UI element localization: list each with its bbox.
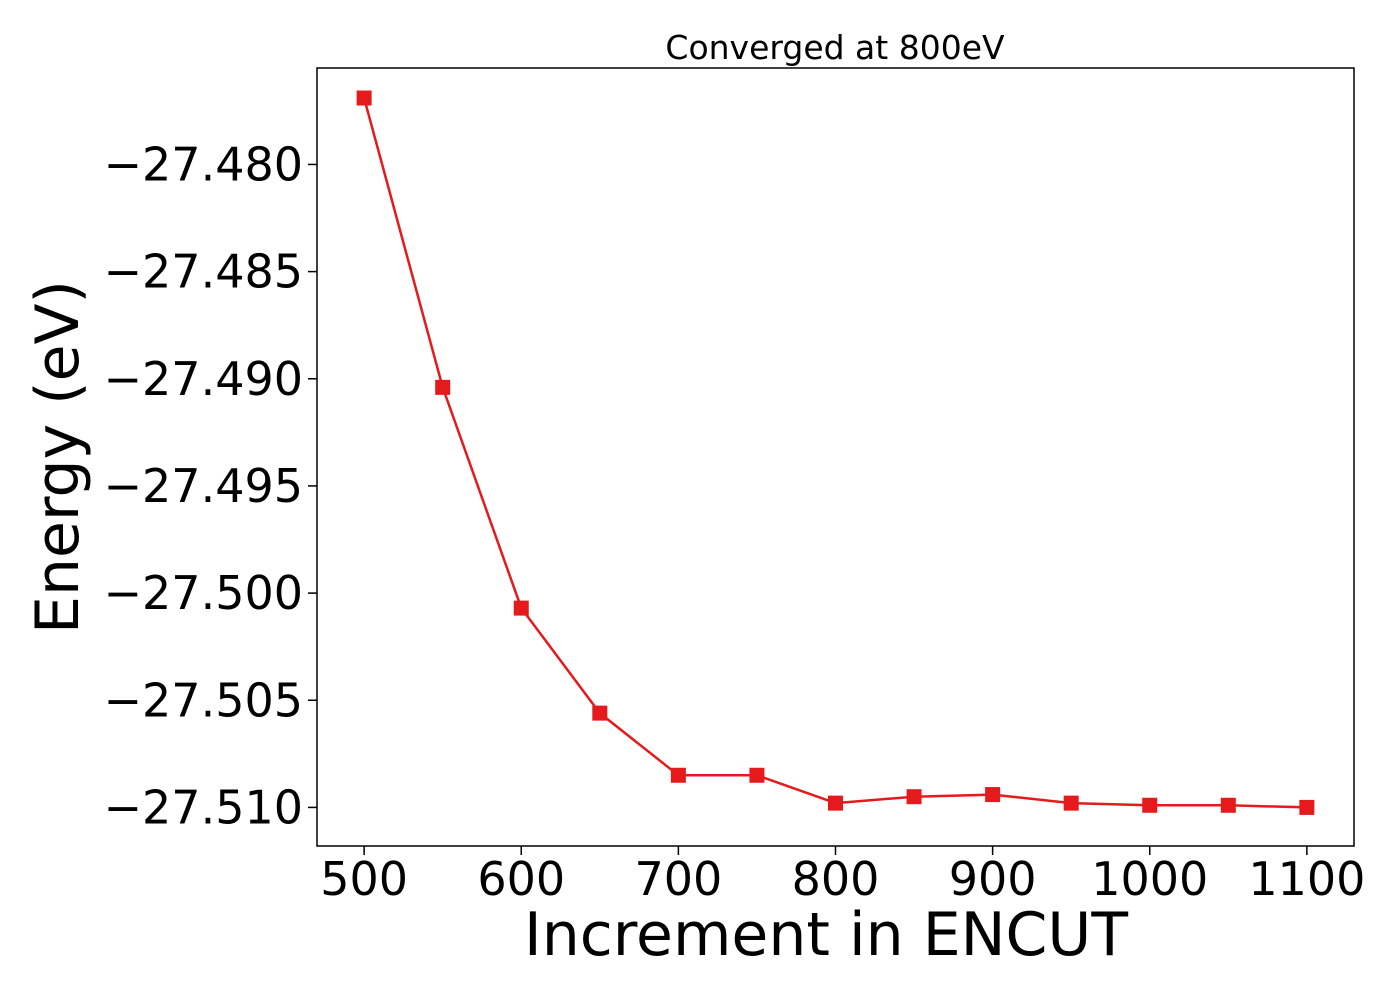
plot-area <box>356 90 1315 815</box>
x-tick-label: 600 <box>477 852 565 906</box>
y-tick-label: −27.490 <box>104 352 304 406</box>
x-tick-label: 1000 <box>1091 852 1208 906</box>
x-axis: 500 600 700 800 900 1000 1100 <box>320 846 1365 906</box>
data-point <box>435 379 451 395</box>
data-point <box>592 705 608 721</box>
x-tick-label: 700 <box>634 852 722 906</box>
y-tick-label: −27.505 <box>104 673 304 727</box>
data-point <box>1142 797 1158 813</box>
x-axis-label: Increment in ENCUT <box>524 900 1128 970</box>
data-point <box>906 789 922 805</box>
data-point <box>1220 797 1236 813</box>
data-point <box>670 767 686 783</box>
x-tick-label: 1100 <box>1248 852 1365 906</box>
data-point <box>749 767 765 783</box>
data-point <box>1063 795 1079 811</box>
x-tick-label: 500 <box>320 852 408 906</box>
data-point <box>1299 799 1315 815</box>
data-point <box>356 90 372 106</box>
data-point <box>985 787 1001 803</box>
plot-frame <box>316 67 1355 847</box>
x-tick-label: 800 <box>792 852 880 906</box>
data-point <box>828 795 843 811</box>
x-tick-label: 900 <box>949 852 1037 906</box>
y-tick-label: −27.495 <box>104 459 304 513</box>
y-tick-label: −27.510 <box>104 780 304 834</box>
y-tick-label: −27.485 <box>104 245 304 299</box>
y-tick-label: −27.480 <box>104 137 304 191</box>
y-tick-label: −27.500 <box>104 566 304 620</box>
y-axis: −27.480 −27.485 −27.490 −27.495 −27.500 −27.5… <box>104 137 317 834</box>
y-axis-label: Energy (eV) <box>23 280 93 634</box>
series-line <box>362 97 1307 809</box>
data-point <box>513 600 529 616</box>
chart-title: Converged at 800eV <box>665 28 1005 67</box>
